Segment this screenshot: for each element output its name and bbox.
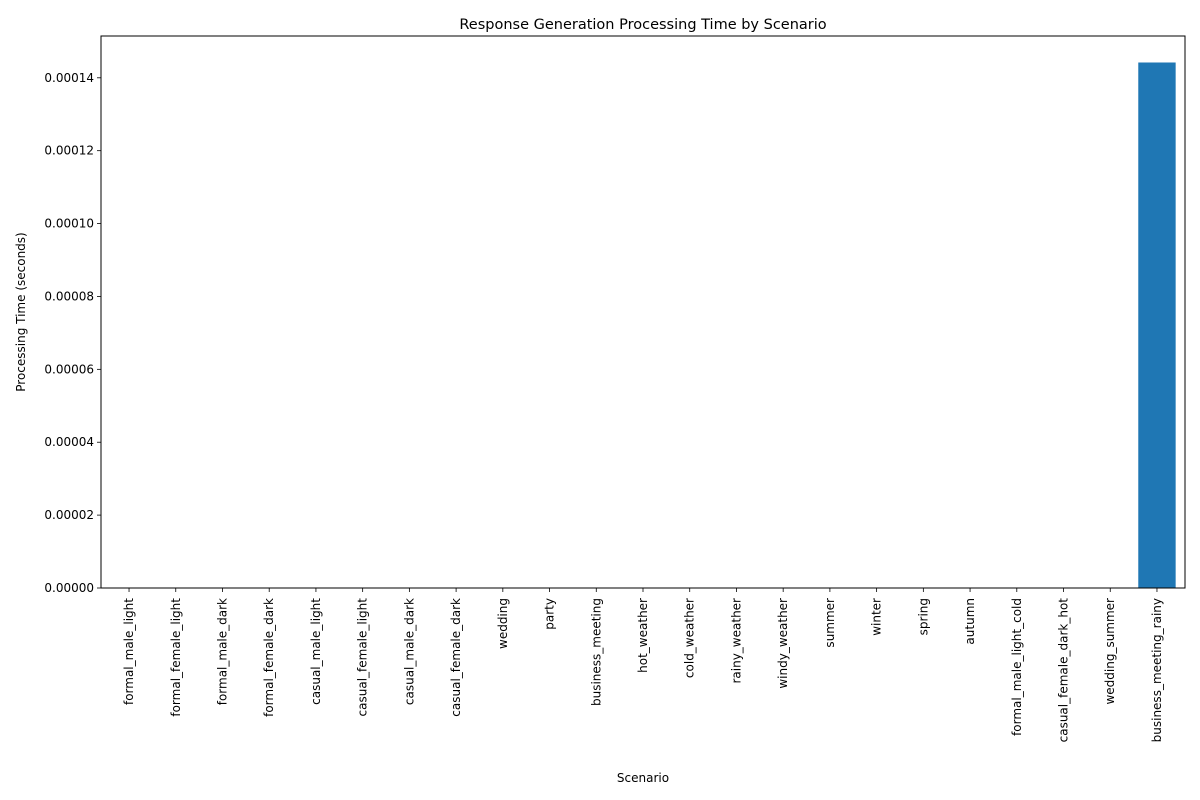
y-tick-label: 0.00004	[44, 435, 94, 449]
bar-business_meeting_rainy	[1138, 62, 1176, 588]
chart-title: Response Generation Processing Time by S…	[459, 17, 826, 33]
x-tick-label: formal_male_light	[122, 598, 136, 705]
x-tick-label: windy_weather	[776, 598, 790, 689]
x-tick-label: wedding	[496, 598, 510, 649]
x-tick-label: summer	[823, 598, 837, 648]
y-tick-label: 0.00014	[44, 71, 94, 85]
x-tick-label: party	[543, 598, 557, 630]
x-tick-label: casual_male_light	[309, 598, 323, 705]
x-tick-label: wedding_summer	[1103, 598, 1117, 705]
x-tick-label: winter	[870, 598, 884, 636]
y-tick-label: 0.00000	[44, 581, 94, 595]
x-tick-label: casual_female_dark_hot	[1057, 598, 1071, 743]
x-tick-label: cold_weather	[683, 598, 697, 678]
x-tick-label: rainy_weather	[729, 598, 743, 684]
x-tick-label: formal_female_dark	[262, 598, 276, 717]
bars-group	[1138, 62, 1176, 588]
x-tick-label: autumn	[963, 598, 977, 645]
x-tick-label: business_meeting_rainy	[1150, 598, 1164, 742]
x-tick-label: formal_male_dark	[215, 598, 229, 705]
y-tick-label: 0.00010	[44, 217, 94, 231]
x-tick-label: casual_female_light	[356, 598, 370, 717]
x-axis-ticks: formal_male_light formal_female_light form…	[122, 588, 1164, 742]
y-axis-title: Processing Time (seconds)	[14, 232, 28, 392]
y-tick-label: 0.00006	[44, 362, 94, 376]
x-tick-label: formal_female_light	[169, 598, 183, 717]
y-tick-label: 0.00002	[44, 508, 94, 522]
x-tick-label: casual_male_dark	[402, 598, 416, 705]
x-tick-label: hot_weather	[636, 598, 650, 673]
x-tick-label: formal_male_light_cold	[1010, 598, 1024, 736]
y-tick-label: 0.00008	[44, 289, 94, 303]
x-tick-label: casual_female_dark	[449, 598, 463, 717]
x-tick-label: business_meeting	[589, 598, 603, 706]
plot-frame	[100, 35, 1186, 589]
y-axis-ticks: 0.00000 0.00002 0.00004 0.00006 0.00008 0.000…	[44, 71, 101, 595]
y-tick-label: 0.00012	[44, 144, 94, 158]
x-axis-title: Scenario	[617, 771, 669, 785]
x-tick-label: spring	[916, 598, 930, 635]
